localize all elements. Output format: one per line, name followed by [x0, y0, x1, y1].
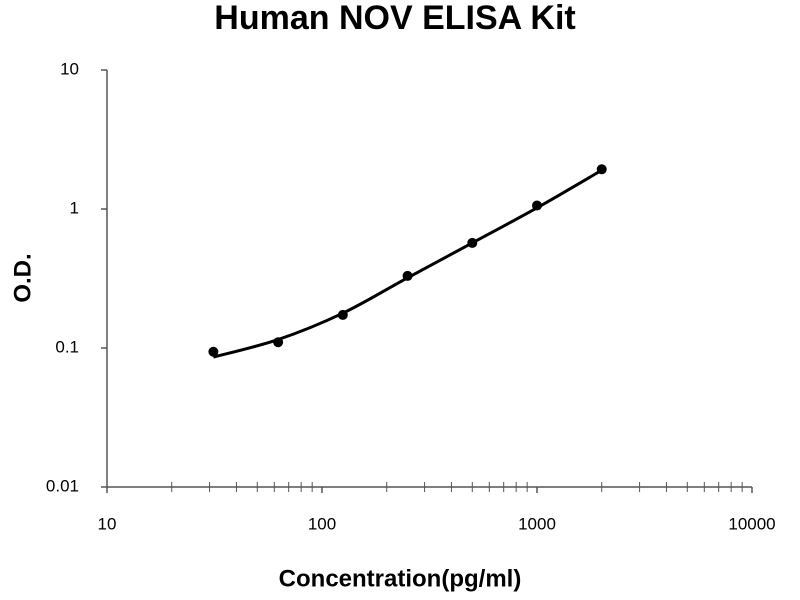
y-tick-label: 0.1 [55, 337, 79, 356]
data-point [402, 270, 413, 281]
data-point [208, 346, 219, 357]
data-point [596, 164, 607, 175]
y-tick-label: 0.01 [46, 476, 79, 495]
chart-title: Human NOV ELISA Kit [214, 0, 575, 37]
data-point [337, 309, 348, 320]
data-point [273, 337, 284, 348]
y-tick-label: 1 [70, 198, 79, 217]
x-tick-label: 10000 [728, 514, 775, 533]
fit-curve [213, 168, 603, 359]
data-point [532, 200, 542, 211]
x-tick-label: 10 [98, 514, 117, 533]
y-axis-title: O.D. [9, 253, 36, 302]
data-point [467, 237, 478, 248]
x-tick-label: 1000 [518, 514, 556, 533]
x-axis-title: Concentration(pg/ml) [279, 565, 522, 592]
y-tick-label: 10 [60, 59, 79, 78]
x-tick-label: 100 [308, 514, 336, 533]
